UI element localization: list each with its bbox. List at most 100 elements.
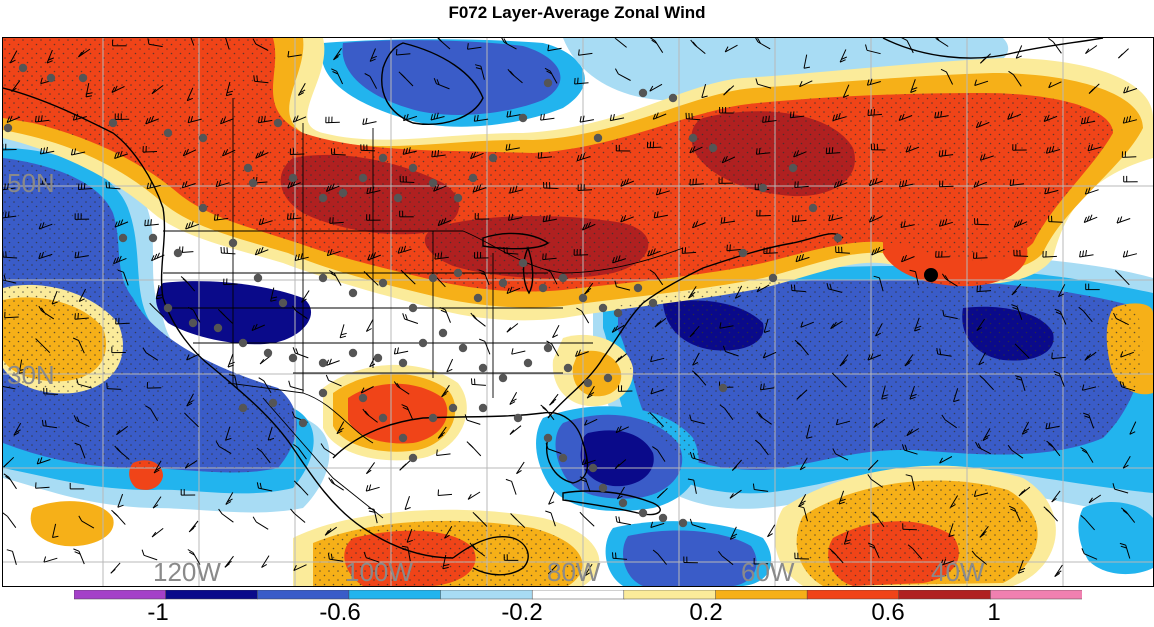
wind-barb xyxy=(549,492,555,505)
highlight-station-dot xyxy=(924,268,938,282)
station-dot xyxy=(409,164,417,172)
lon-label-60w: 60W xyxy=(741,557,795,586)
station-dot xyxy=(449,404,457,412)
station-dot xyxy=(439,329,447,337)
wind-barb xyxy=(366,485,379,492)
station-dot xyxy=(544,344,552,352)
station-dot xyxy=(199,204,207,212)
station-dot xyxy=(689,134,697,142)
wind-barb xyxy=(1117,216,1130,223)
wind-barb xyxy=(189,521,198,532)
station-dot xyxy=(524,359,532,367)
station-dot xyxy=(164,304,172,312)
wind-barb xyxy=(1084,215,1097,223)
wind-barb xyxy=(111,563,120,573)
wind-barb xyxy=(1123,251,1137,258)
station-dot xyxy=(244,164,252,172)
station-dot xyxy=(594,134,602,142)
station-dot xyxy=(319,389,327,397)
blue-blob-east-edge-south xyxy=(1078,502,1153,574)
station-dot xyxy=(634,284,642,292)
wind-barb xyxy=(400,461,410,471)
wind-barb xyxy=(472,378,486,385)
lon-label-120w: 120W xyxy=(153,557,221,586)
station-dot xyxy=(639,89,647,97)
station-dot xyxy=(669,94,677,102)
colorbar-label: -1 xyxy=(147,599,168,622)
station-dot xyxy=(379,154,387,162)
station-dot xyxy=(539,284,547,292)
wind-barb xyxy=(438,490,452,496)
station-dot xyxy=(79,74,87,82)
wind-barb xyxy=(366,319,373,331)
station-dot xyxy=(394,194,402,202)
station-dot xyxy=(419,339,427,347)
station-dot xyxy=(399,434,407,442)
wind-barb xyxy=(510,426,521,435)
wind-barb xyxy=(394,348,408,355)
station-dot xyxy=(619,499,627,507)
wind-barb xyxy=(7,550,17,565)
station-dot xyxy=(374,354,382,362)
station-dot xyxy=(279,299,287,307)
map-panel: 50N 30N 120W 100W 80W 60W 40W xyxy=(2,37,1154,587)
wind-barb xyxy=(468,492,480,499)
station-dot xyxy=(319,359,327,367)
station-dot xyxy=(299,419,307,427)
station-dot xyxy=(559,454,567,462)
station-dot xyxy=(499,374,507,382)
station-dot xyxy=(189,319,197,327)
wind-barb xyxy=(1124,176,1138,182)
station-dot xyxy=(584,379,592,387)
station-dot xyxy=(269,399,277,407)
station-dot xyxy=(604,374,612,382)
colorbar-swatch xyxy=(990,590,1082,599)
colorbar: -1 -0.6 -0.2 0.2 0.6 1 xyxy=(74,590,1082,622)
station-dot xyxy=(719,384,727,392)
wind-barb xyxy=(510,392,517,404)
colorbar-label: 0.2 xyxy=(689,599,722,622)
lon-label-40w: 40W xyxy=(931,557,985,586)
station-dot xyxy=(47,74,55,82)
station-dot xyxy=(659,514,667,522)
orange-blob-east-pacific xyxy=(31,501,114,546)
station-dot xyxy=(399,359,407,367)
station-dot xyxy=(409,304,417,312)
station-dot xyxy=(639,509,647,517)
wind-barb xyxy=(550,394,559,405)
colorbar-label: 1 xyxy=(987,599,1000,622)
station-dot xyxy=(379,279,387,287)
wind-barb xyxy=(403,313,418,323)
station-dot xyxy=(19,64,27,72)
station-dot xyxy=(239,404,247,412)
dark-blue-region-west xyxy=(156,281,311,344)
wind-barb xyxy=(1055,565,1063,577)
wind-barb xyxy=(768,525,775,537)
wind-barb xyxy=(326,117,340,123)
wind-barb xyxy=(327,359,340,366)
map-title: F072 Layer-Average Zonal Wind xyxy=(0,0,1154,28)
wind-barb xyxy=(447,359,453,372)
station-dot xyxy=(809,204,817,212)
station-dot xyxy=(614,309,622,317)
lon-label-80w: 80W xyxy=(547,557,601,586)
lat-label-50n: 50N xyxy=(7,168,55,198)
colorbar-swatch xyxy=(349,590,441,599)
station-dot xyxy=(649,299,657,307)
station-dot xyxy=(519,114,527,122)
colorbar-swatch xyxy=(441,590,533,599)
station-dot xyxy=(479,404,487,412)
wind-barb xyxy=(507,324,518,333)
station-dot xyxy=(499,279,507,287)
colorbar-swatch xyxy=(807,590,899,599)
wind-barb xyxy=(479,339,490,354)
station-dot xyxy=(474,294,482,302)
station-dot xyxy=(289,174,297,182)
station-dot xyxy=(119,234,127,242)
station-dot xyxy=(4,124,12,132)
wind-barb xyxy=(506,479,516,494)
station-dot xyxy=(409,454,417,462)
wind-barb xyxy=(152,528,163,537)
station-dot xyxy=(254,274,262,282)
wind-barb xyxy=(512,348,526,354)
